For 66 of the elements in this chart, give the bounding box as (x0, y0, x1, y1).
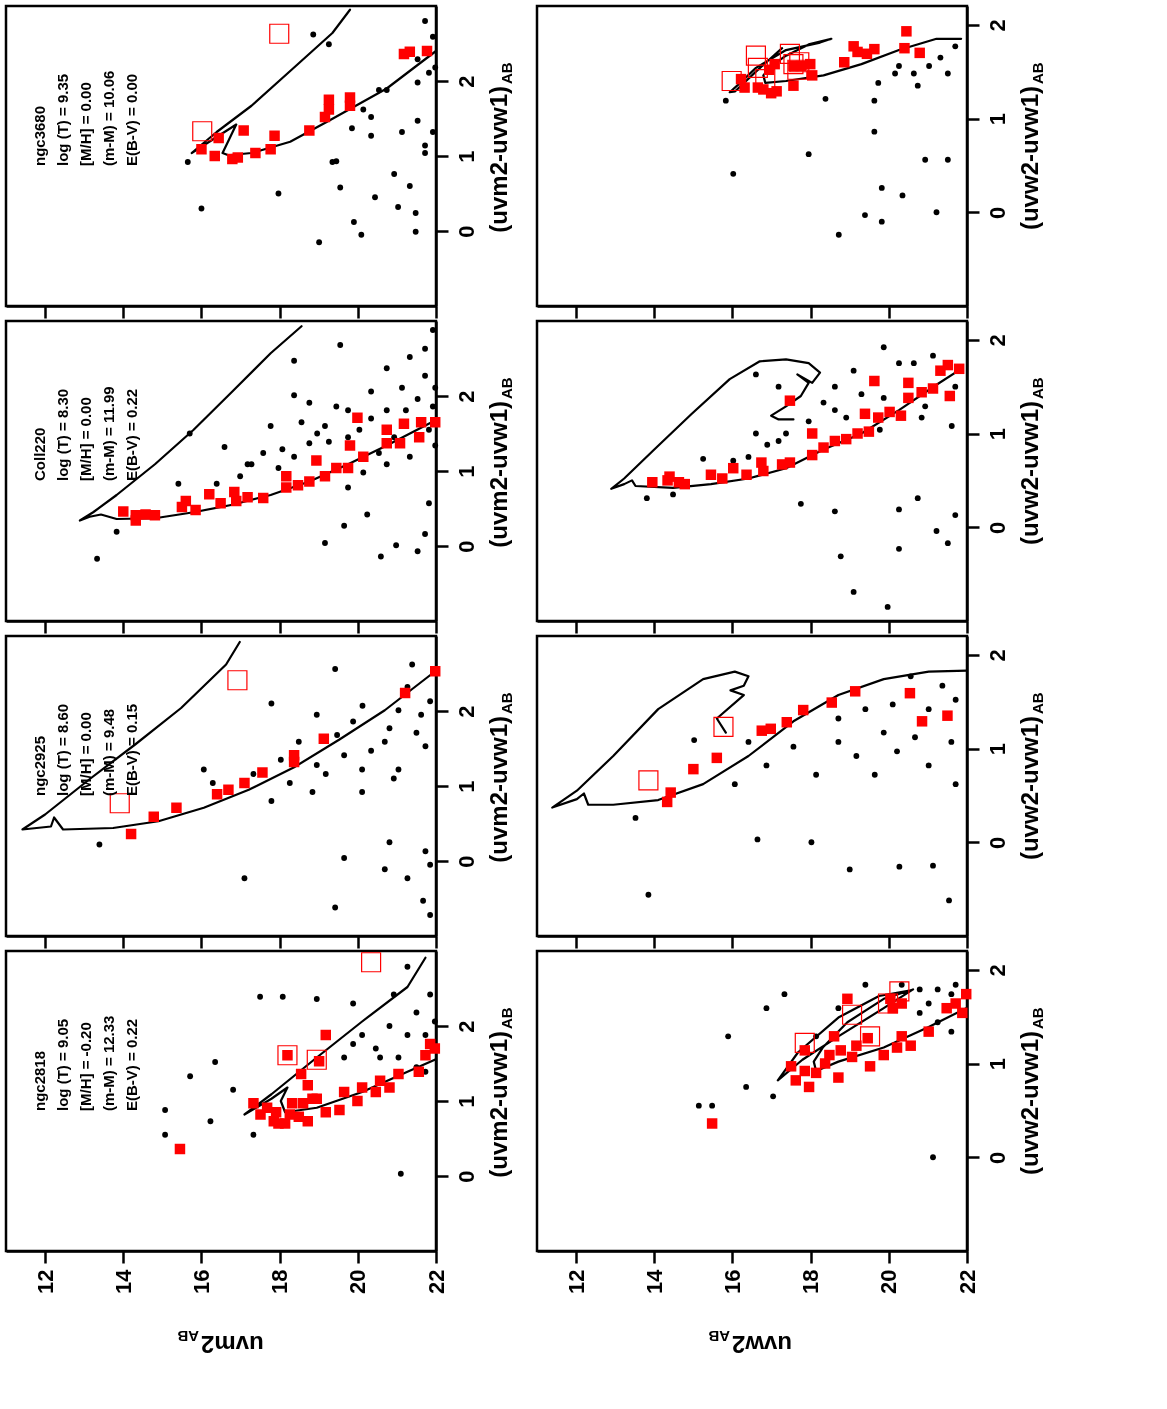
annotation: (m-M) = 11.99 (100, 386, 117, 481)
x-axis-title: uvw2AB (708, 1328, 793, 1358)
y-tick-label: 0 (984, 836, 1010, 849)
y-tick-label: 2 (984, 19, 1010, 32)
y-tick-label: 0 (453, 1170, 479, 1183)
y-tick-label: 0 (984, 206, 1010, 219)
x-tick-label: 12 (563, 1269, 589, 1294)
y-tick-label: 2 (984, 334, 1010, 347)
x-axis-title: uvm2AB (177, 1328, 264, 1358)
y-axis-title: (uvw2-uvw1)AB (1016, 692, 1046, 861)
y-tick-label: 0 (984, 1151, 1010, 1164)
y-axis-title: (uvw2-uvw1)AB (1016, 1007, 1046, 1176)
y-axis-title: (uvm2-uvw1)AB (485, 62, 515, 233)
annotation: E(B-V) = 0.22 (123, 1018, 140, 1111)
annotation: [M/H] = 0.00 (77, 712, 94, 796)
y-tick-label: 1 (984, 427, 1010, 441)
annotation: (m-M) = 12.33 (100, 1015, 117, 1111)
y-tick-label: 1 (453, 465, 479, 478)
y-tick-label: 1 (984, 1057, 1010, 1071)
y-tick-label: 2 (453, 705, 479, 718)
annotation: (m-M) = 9.48 (100, 708, 117, 796)
annotation: Coll220 (31, 427, 48, 481)
y-tick-label: 0 (984, 521, 1010, 534)
x-tick-label: 12 (32, 1269, 58, 1294)
annotation: ngc3680 (31, 105, 48, 166)
annotation: [M/H] = 0.00 (77, 82, 94, 166)
x-tick-label: 20 (876, 1269, 902, 1294)
y-axis-title: (uvm2-uvw1)AB (485, 1007, 515, 1178)
annotation: log (T) = 8.30 (54, 388, 71, 481)
y-axis-title: (uvm2-uvw1)AB (485, 377, 515, 548)
y-tick-label: 1 (984, 112, 1010, 126)
y-tick-label: 0 (453, 225, 479, 238)
y-tick-label: 1 (453, 1095, 479, 1108)
x-tick-label: 14 (110, 1268, 136, 1294)
annotation: E(B-V) = 0.00 (123, 73, 140, 166)
annotation: E(B-V) = 0.15 (123, 703, 140, 796)
y-tick-label: 1 (453, 780, 479, 793)
x-tick-label: 14 (641, 1268, 667, 1294)
x-tick-label: 18 (267, 1269, 293, 1294)
y-tick-label: 2 (453, 75, 479, 88)
annotation: E(B-V) = 0.22 (123, 388, 140, 481)
annotation: log (T) = 9.05 (54, 1018, 71, 1111)
y-axis-title: (uvw2-uvw1)AB (1016, 377, 1046, 546)
y-tick-label: 2 (453, 1020, 479, 1033)
annotation: ngc2818 (31, 1050, 48, 1111)
y-tick-label: 2 (453, 390, 479, 403)
annotation: (m-M) = 10.06 (100, 70, 117, 166)
y-axis-title: (uvw2-uvw1)AB (1016, 62, 1046, 231)
x-tick-label: 18 (798, 1269, 824, 1294)
x-tick-label: 16 (719, 1269, 745, 1294)
annotation: ngc2925 (31, 735, 48, 796)
x-tick-label: 16 (188, 1269, 214, 1294)
x-tick-label: 22 (954, 1269, 980, 1294)
annotation: log (T) = 8.60 (54, 703, 71, 796)
x-tick-label: 20 (345, 1269, 371, 1294)
y-tick-label: 0 (453, 855, 479, 868)
y-tick-label: 2 (984, 964, 1010, 977)
y-tick-label: 1 (984, 742, 1010, 756)
annotation: [M/H] = 0.00 (77, 397, 94, 481)
y-tick-label: 0 (453, 540, 479, 553)
y-axis-title: (uvm2-uvw1)AB (485, 692, 515, 863)
x-tick-label: 22 (423, 1269, 449, 1294)
annotation: [M/H] = -0.20 (77, 1022, 94, 1111)
y-tick-label: 2 (984, 649, 1010, 662)
annotation: log (T) = 9.35 (54, 73, 71, 166)
y-tick-label: 1 (453, 150, 479, 163)
